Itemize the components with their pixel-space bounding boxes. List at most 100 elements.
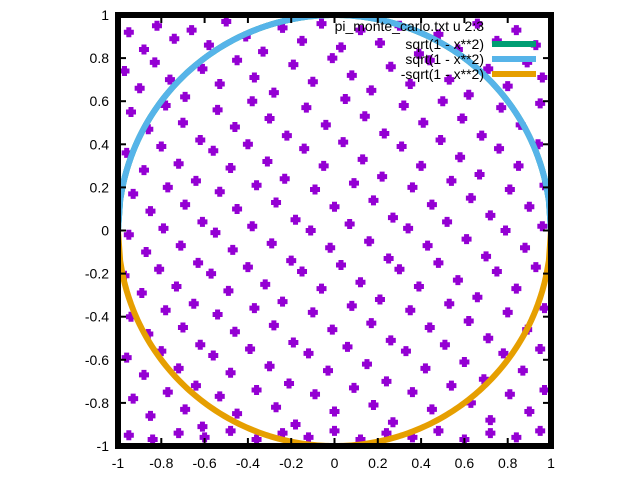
x-axis: -1 -0.8 -0.6 -0.4 -0.2 0 0.2 0.4 0.6 0.8 1	[112, 15, 555, 471]
data-point	[197, 421, 208, 432]
data-point	[361, 359, 372, 370]
data-point	[210, 227, 221, 238]
data-point	[366, 318, 377, 329]
data-point	[190, 380, 201, 391]
data-point	[511, 432, 522, 443]
data-point	[398, 100, 409, 111]
data-point	[264, 113, 275, 124]
data-point	[420, 363, 431, 374]
data-point	[524, 201, 535, 212]
data-point	[491, 266, 502, 277]
data-point	[121, 352, 132, 363]
data-point	[335, 259, 346, 270]
data-point	[249, 72, 260, 83]
data-point	[368, 400, 379, 411]
legend: pi_monte_carlo.txt u 2:3 sqrt(1 - x**2)sq…	[335, 18, 536, 82]
y-tick-label: -0.8	[85, 395, 109, 411]
data-point	[138, 165, 149, 176]
x-tick-label: 0.6	[455, 455, 475, 471]
data-point	[327, 324, 338, 335]
y-tick-label: 1	[101, 7, 109, 23]
data-point	[173, 158, 184, 169]
data-point	[520, 242, 531, 253]
x-tick-label: -0.2	[279, 455, 303, 471]
data-point	[180, 91, 191, 102]
data-point	[476, 130, 487, 141]
legend-label: sqrt(1 - x**2)	[405, 51, 484, 67]
data-point	[145, 410, 156, 421]
data-point	[266, 238, 277, 249]
data-point	[472, 292, 483, 303]
data-point	[290, 419, 301, 430]
data-point	[145, 206, 156, 217]
data-point	[374, 294, 385, 305]
data-point	[366, 85, 377, 96]
data-point	[214, 391, 225, 402]
data-point	[465, 193, 476, 204]
data-point	[357, 154, 368, 165]
data-point	[203, 40, 214, 51]
data-point	[329, 201, 340, 212]
y-tick-label: 0.4	[90, 136, 110, 152]
data-point	[227, 244, 238, 255]
data-point	[418, 117, 429, 128]
data-point	[530, 262, 541, 273]
data-point	[151, 20, 162, 31]
y-tick-label: -0.4	[85, 309, 109, 325]
data-point	[247, 221, 258, 232]
data-point	[158, 223, 169, 234]
x-tick-label: 0.4	[411, 455, 431, 471]
data-point	[537, 72, 548, 83]
data-point	[208, 350, 219, 361]
data-point	[413, 281, 424, 292]
data-point	[325, 242, 336, 253]
data-point	[173, 428, 184, 439]
data-point	[481, 251, 492, 262]
data-point	[385, 61, 396, 72]
data-point	[260, 279, 271, 290]
legend-label: sqrt(1 - x**2)	[405, 36, 484, 52]
data-point	[277, 428, 288, 439]
data-point	[169, 33, 180, 44]
data-point	[119, 66, 130, 77]
data-point	[535, 425, 546, 436]
data-point	[335, 42, 346, 53]
data-point	[320, 119, 331, 130]
data-point	[310, 389, 321, 400]
data-point	[125, 106, 136, 117]
data-point	[128, 188, 139, 199]
data-point	[433, 29, 444, 40]
data-point	[513, 160, 524, 171]
data-point	[288, 59, 299, 70]
data-point	[329, 406, 340, 417]
data-point	[463, 316, 474, 327]
x-tick-label: 0.2	[368, 455, 388, 471]
data-point	[232, 408, 243, 419]
data-point	[247, 96, 258, 107]
data-point	[281, 130, 292, 141]
data-point	[225, 425, 236, 436]
data-point	[221, 16, 232, 27]
data-point	[316, 18, 327, 29]
y-tick-label: 0.8	[90, 50, 110, 66]
data-point	[383, 253, 394, 264]
x-tick-label: -0.8	[149, 455, 173, 471]
data-point	[413, 48, 424, 59]
data-point	[180, 404, 191, 415]
data-point	[327, 53, 338, 64]
data-point	[258, 46, 269, 57]
data-point	[162, 387, 173, 398]
data-point	[504, 389, 515, 400]
data-point	[338, 137, 349, 148]
x-tick-label: 1	[547, 455, 555, 471]
data-point	[162, 182, 173, 193]
data-point	[138, 44, 149, 55]
data-point	[160, 100, 171, 111]
legend-label: -sqrt(1 - x**2)	[401, 66, 484, 82]
scatter-points	[119, 16, 550, 445]
data-point	[277, 22, 288, 33]
data-point	[400, 346, 411, 357]
data-point	[368, 195, 379, 206]
data-point	[177, 117, 188, 128]
data-point	[245, 344, 256, 355]
